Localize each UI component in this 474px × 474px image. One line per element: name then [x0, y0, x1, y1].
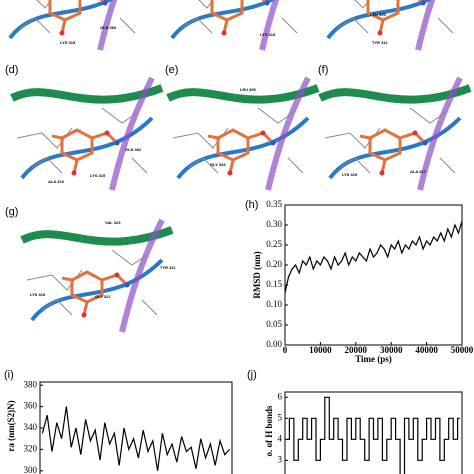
panel-label: (g)	[5, 206, 18, 218]
y-tick-label: 320	[24, 443, 38, 453]
panel-c: LEU 309 TYR 311	[318, 0, 468, 50]
y-tick-label: 0.05	[266, 319, 282, 329]
y-tick-label: 0.00	[266, 339, 282, 349]
panel-label: (f)	[318, 64, 328, 76]
residue-label: TYR 311	[372, 40, 388, 45]
panel-a: LYS 319 GLN 360	[0, 0, 150, 50]
residue-label: GLN 362	[125, 147, 142, 152]
data-line	[287, 396, 460, 474]
panel-e: (e) LEU 309 GLY 333	[165, 64, 318, 190]
residue-label: GLY 333	[210, 162, 226, 167]
y-tick-label: 6	[278, 391, 283, 401]
y-tick-label: 5	[278, 412, 283, 422]
residue-label: LYS 319	[30, 292, 46, 297]
panel-g: (g) VAL 323 LYS 319 GLY 322 TYR 311	[5, 206, 176, 332]
y-tick-label: 0.10	[266, 299, 282, 309]
y-tick-label: 0.25	[266, 239, 282, 249]
y-tick-label: 0.15	[266, 279, 282, 289]
panel-label: (e)	[165, 64, 178, 76]
y-tick-label: 0.30	[266, 219, 282, 229]
data-line	[41, 406, 231, 471]
residue-label: VAL 323	[105, 220, 121, 225]
residue-label: GLY 322	[95, 294, 111, 299]
residue-label: LEU 309	[240, 87, 257, 92]
panel-label: (d)	[5, 64, 18, 76]
panel-d: (d) GLN 362 LYS 319 ALA 318	[5, 64, 162, 190]
y-axis-label: o. of H bonds	[264, 405, 274, 457]
y-axis-label: RMSD (nm)	[252, 251, 262, 298]
residue-label: LYS 319	[342, 172, 358, 177]
y-tick-label: 300	[24, 465, 38, 474]
panel-b: LYS 319	[162, 0, 312, 50]
plot-frame	[284, 391, 463, 474]
y-tick-label: 3	[278, 454, 283, 464]
residue-label: LEU 309	[370, 12, 387, 17]
y-tick-label: 0.20	[266, 259, 282, 269]
data-line	[284, 220, 463, 294]
residue-label: LYS 319	[60, 40, 76, 45]
plot-frame	[284, 204, 463, 346]
y-axis-label: ra (nm(S2)N)	[6, 400, 16, 451]
y-tick-label: 4	[278, 433, 283, 443]
residue-label: LYS 319	[90, 173, 106, 178]
x-axis-label: Time (ps)	[355, 354, 392, 364]
x-tick-label: 10000	[309, 345, 332, 355]
y-tick-label: 340	[24, 422, 38, 432]
residue-label: LYS 319	[260, 32, 276, 37]
residue-label: TYR 311	[160, 265, 176, 270]
x-tick-label: 50000	[451, 345, 474, 355]
x-tick-label: 20000	[345, 345, 368, 355]
panel-label: (i)	[4, 369, 14, 381]
plot-frame	[39, 381, 233, 474]
residue-label: GLN 360	[100, 25, 117, 30]
residue-label: ALA 317	[410, 169, 427, 174]
residue-label: ALA 318	[48, 179, 65, 184]
panel-label: (h)	[245, 199, 258, 211]
panel-label: (j)	[247, 369, 257, 381]
panel-f: (f) LYS 319 ALA 317	[318, 64, 470, 190]
x-tick-label: 40000	[415, 345, 438, 355]
y-tick-label: 380	[24, 379, 38, 389]
y-tick-label: 0.35	[266, 199, 282, 209]
x-tick-label: 30000	[380, 345, 403, 355]
x-tick-label: 0	[283, 345, 288, 355]
y-tick-label: 360	[24, 401, 38, 411]
